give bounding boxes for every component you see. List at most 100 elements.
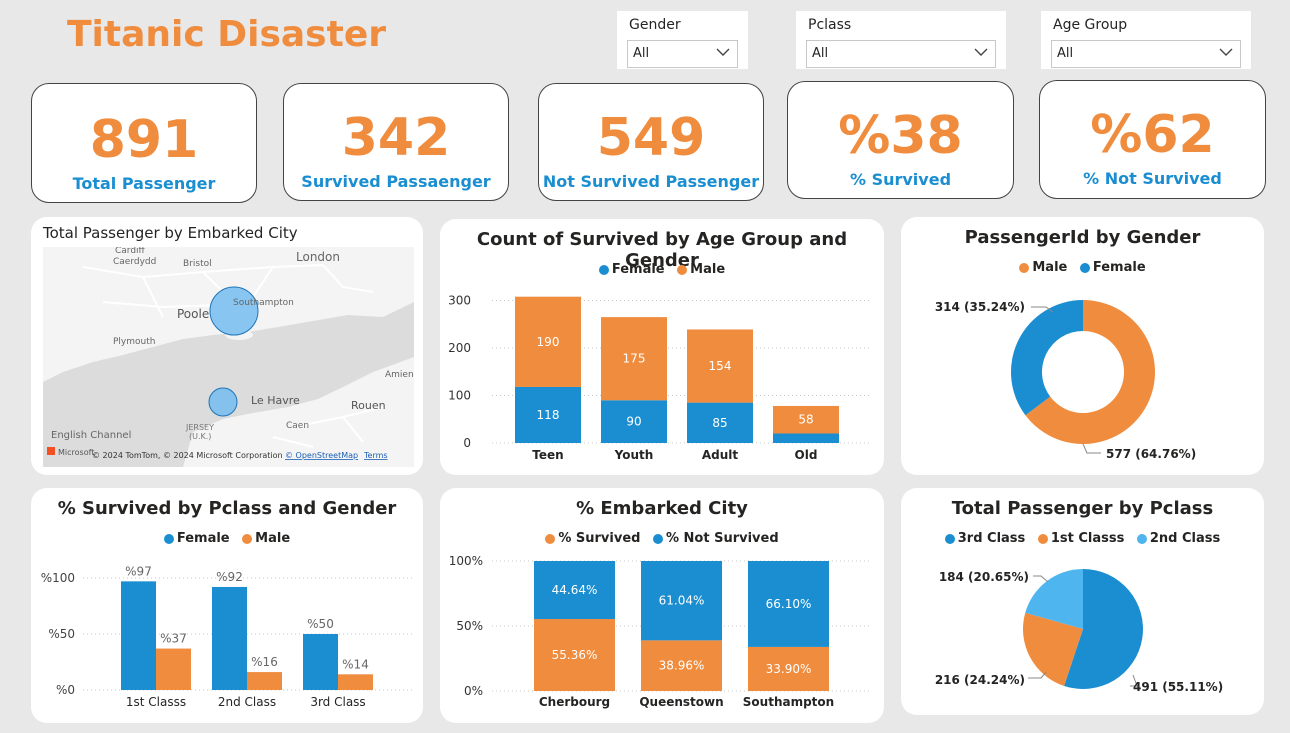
legend-item[interactable]: Male [242, 531, 290, 546]
legend-dot [652, 533, 663, 544]
legend-item[interactable]: Male [1019, 260, 1067, 275]
slice-label: 216 (24.24%) [935, 673, 1025, 687]
gender-dropdown-value: All [633, 46, 650, 61]
bar-segment [641, 561, 722, 641]
data-label: %92 [216, 570, 243, 584]
pclass-survived-chart-card: % Survived by Pclass and Gender Female M… [31, 488, 423, 723]
place-jersey: JERSEY [185, 423, 214, 432]
bar-segment [601, 317, 667, 401]
legend-item[interactable]: Female [1079, 260, 1146, 275]
legend-dot [1079, 262, 1090, 273]
pclass-pie-chart[interactable]: 491 (55.11%) 216 (24.24%) 184 (20.65%) [901, 488, 1264, 715]
data-label: %37 [160, 632, 187, 646]
legend-item[interactable]: Male [677, 262, 725, 277]
place-english-channel: English Channel [51, 430, 131, 441]
y-tick-label: 100% [449, 554, 483, 568]
pclass-slicer[interactable]: Pclass All [796, 11, 1006, 69]
slice-label: 577 (64.76%) [1106, 447, 1196, 461]
age-group-stacked-bar-chart[interactable]: 0 100 200 300 118 190 Teen 90 175 Youth 85 154 Adult… [440, 219, 884, 475]
gender-slicer[interactable]: Gender All [617, 11, 748, 69]
donut-slice [1025, 300, 1155, 444]
microsoft-logo-icon [47, 447, 55, 455]
kpi-value: 549 [596, 108, 706, 168]
data-label: %14 [342, 657, 369, 671]
chart-legend: Female Male [440, 262, 884, 279]
y-tick-label: 100 [448, 389, 471, 403]
gender-dropdown[interactable]: All [627, 40, 738, 68]
legend-label: 3rd Class [957, 531, 1026, 546]
pclass-grouped-bar-chart[interactable]: %0 %50 %100 %97 %37 1st Classs %92 %16 2nd Class… [31, 488, 423, 723]
x-tick-label: Southampton [743, 695, 834, 709]
data-label: %50 [307, 617, 334, 631]
chart-legend: % Survived % Not Survived [440, 531, 884, 548]
terms-link[interactable]: Terms [363, 451, 388, 460]
bar-segment [641, 640, 722, 691]
legend-item[interactable]: Female [598, 262, 665, 277]
pclass-pie-card: Total Passenger by Pclass 3rd Class 1st … [901, 488, 1264, 715]
kpi-survived-passenger: 342 Survived Passaenger [283, 83, 509, 201]
legend-item[interactable]: Female [163, 531, 230, 546]
bar [156, 648, 191, 690]
age-group-slicer[interactable]: Age Group All [1041, 11, 1251, 69]
chart-legend: Female Male [31, 531, 423, 548]
place-caen: Caen [286, 421, 309, 431]
chart-title: PassengerId by Gender [964, 227, 1201, 248]
bar-segment [687, 402, 753, 443]
kpi-value: 342 [341, 108, 451, 168]
x-tick-label: Youth [614, 448, 654, 462]
data-label: 85 [712, 416, 727, 430]
kpi-label: % Not Survived [1083, 169, 1222, 188]
age-group-dropdown[interactable]: All [1051, 40, 1241, 68]
data-label: 55.36% [552, 648, 598, 662]
legend-item[interactable]: 3rd Class [944, 531, 1026, 546]
embarked-city-stacked-bar-chart[interactable]: 0% 50% 100% 55.36% 44.64% Cherbourg 38.96% 61.0… [440, 488, 884, 723]
place-uk: (U.K.) [189, 432, 211, 441]
pie-slice [1025, 569, 1083, 629]
bar [303, 634, 338, 690]
place-london: London [296, 250, 340, 264]
legend-label: Female [1092, 260, 1146, 275]
chevron-down-icon [716, 48, 730, 56]
bar [247, 672, 282, 690]
y-tick-label: 300 [448, 294, 471, 308]
map-attribution: © 2024 TomTom, © 2024 Microsoft Corporat… [92, 451, 283, 460]
legend-label: 2nd Class [1149, 531, 1221, 546]
chart-title: % Survived by Pclass and Gender [57, 498, 397, 519]
legend-item[interactable]: % Not Survived [652, 531, 779, 546]
leader-line [1033, 575, 1049, 583]
place-southampton: Southampton [233, 298, 294, 308]
bar-segment [748, 646, 829, 691]
kpi-label: Not Survived Passenger [542, 172, 760, 191]
legend-item[interactable]: 1st Classs [1037, 531, 1125, 546]
x-tick-label: 3rd Class [310, 695, 365, 709]
map-card: Total Passenger by Embarked City Cardiff… [31, 217, 423, 475]
legend-label: Female [611, 262, 665, 277]
pclass-slicer-label: Pclass [808, 17, 852, 33]
legend-item[interactable]: % Survived [545, 531, 640, 546]
slice-label: 184 (20.65%) [939, 570, 1029, 584]
embarked-city-chart-card: % Embarked City % Survived % Not Survive… [440, 488, 884, 723]
pclass-dropdown[interactable]: All [806, 40, 996, 68]
bar-segment [515, 296, 581, 387]
kpi-value: 891 [89, 110, 199, 170]
legend-dot [242, 533, 253, 544]
pclass-dropdown-value: All [812, 46, 829, 61]
bar-segment [534, 619, 615, 691]
kpi-percent-not-survived: %62 % Not Survived [1039, 80, 1266, 199]
data-label: 58 [798, 413, 813, 427]
age-group-chart-card: Count of Survived by Age Group and Gende… [440, 219, 884, 475]
y-tick-label: %50 [48, 627, 75, 641]
openstreetmap-link[interactable]: © OpenStreetMap [285, 451, 358, 460]
legend-item[interactable]: 2nd Class [1136, 531, 1221, 546]
gender-donut-chart[interactable]: 314 (35.24%) 577 (64.76%) [901, 217, 1264, 475]
y-tick-label: 50% [456, 619, 483, 633]
legend-dot [545, 533, 556, 544]
data-label: 33.90% [766, 662, 812, 676]
x-tick-label: 2nd Class [218, 695, 276, 709]
x-tick-label: Adult [702, 448, 739, 462]
gender-slicer-label: Gender [629, 17, 681, 33]
legend-label: 1st Classs [1050, 531, 1125, 546]
embarked-city-map[interactable]: Cardiff Caerdydd Bristol London Southamp… [43, 247, 414, 467]
place-le-havre: Le Havre [251, 394, 300, 407]
data-label: %97 [125, 564, 152, 578]
